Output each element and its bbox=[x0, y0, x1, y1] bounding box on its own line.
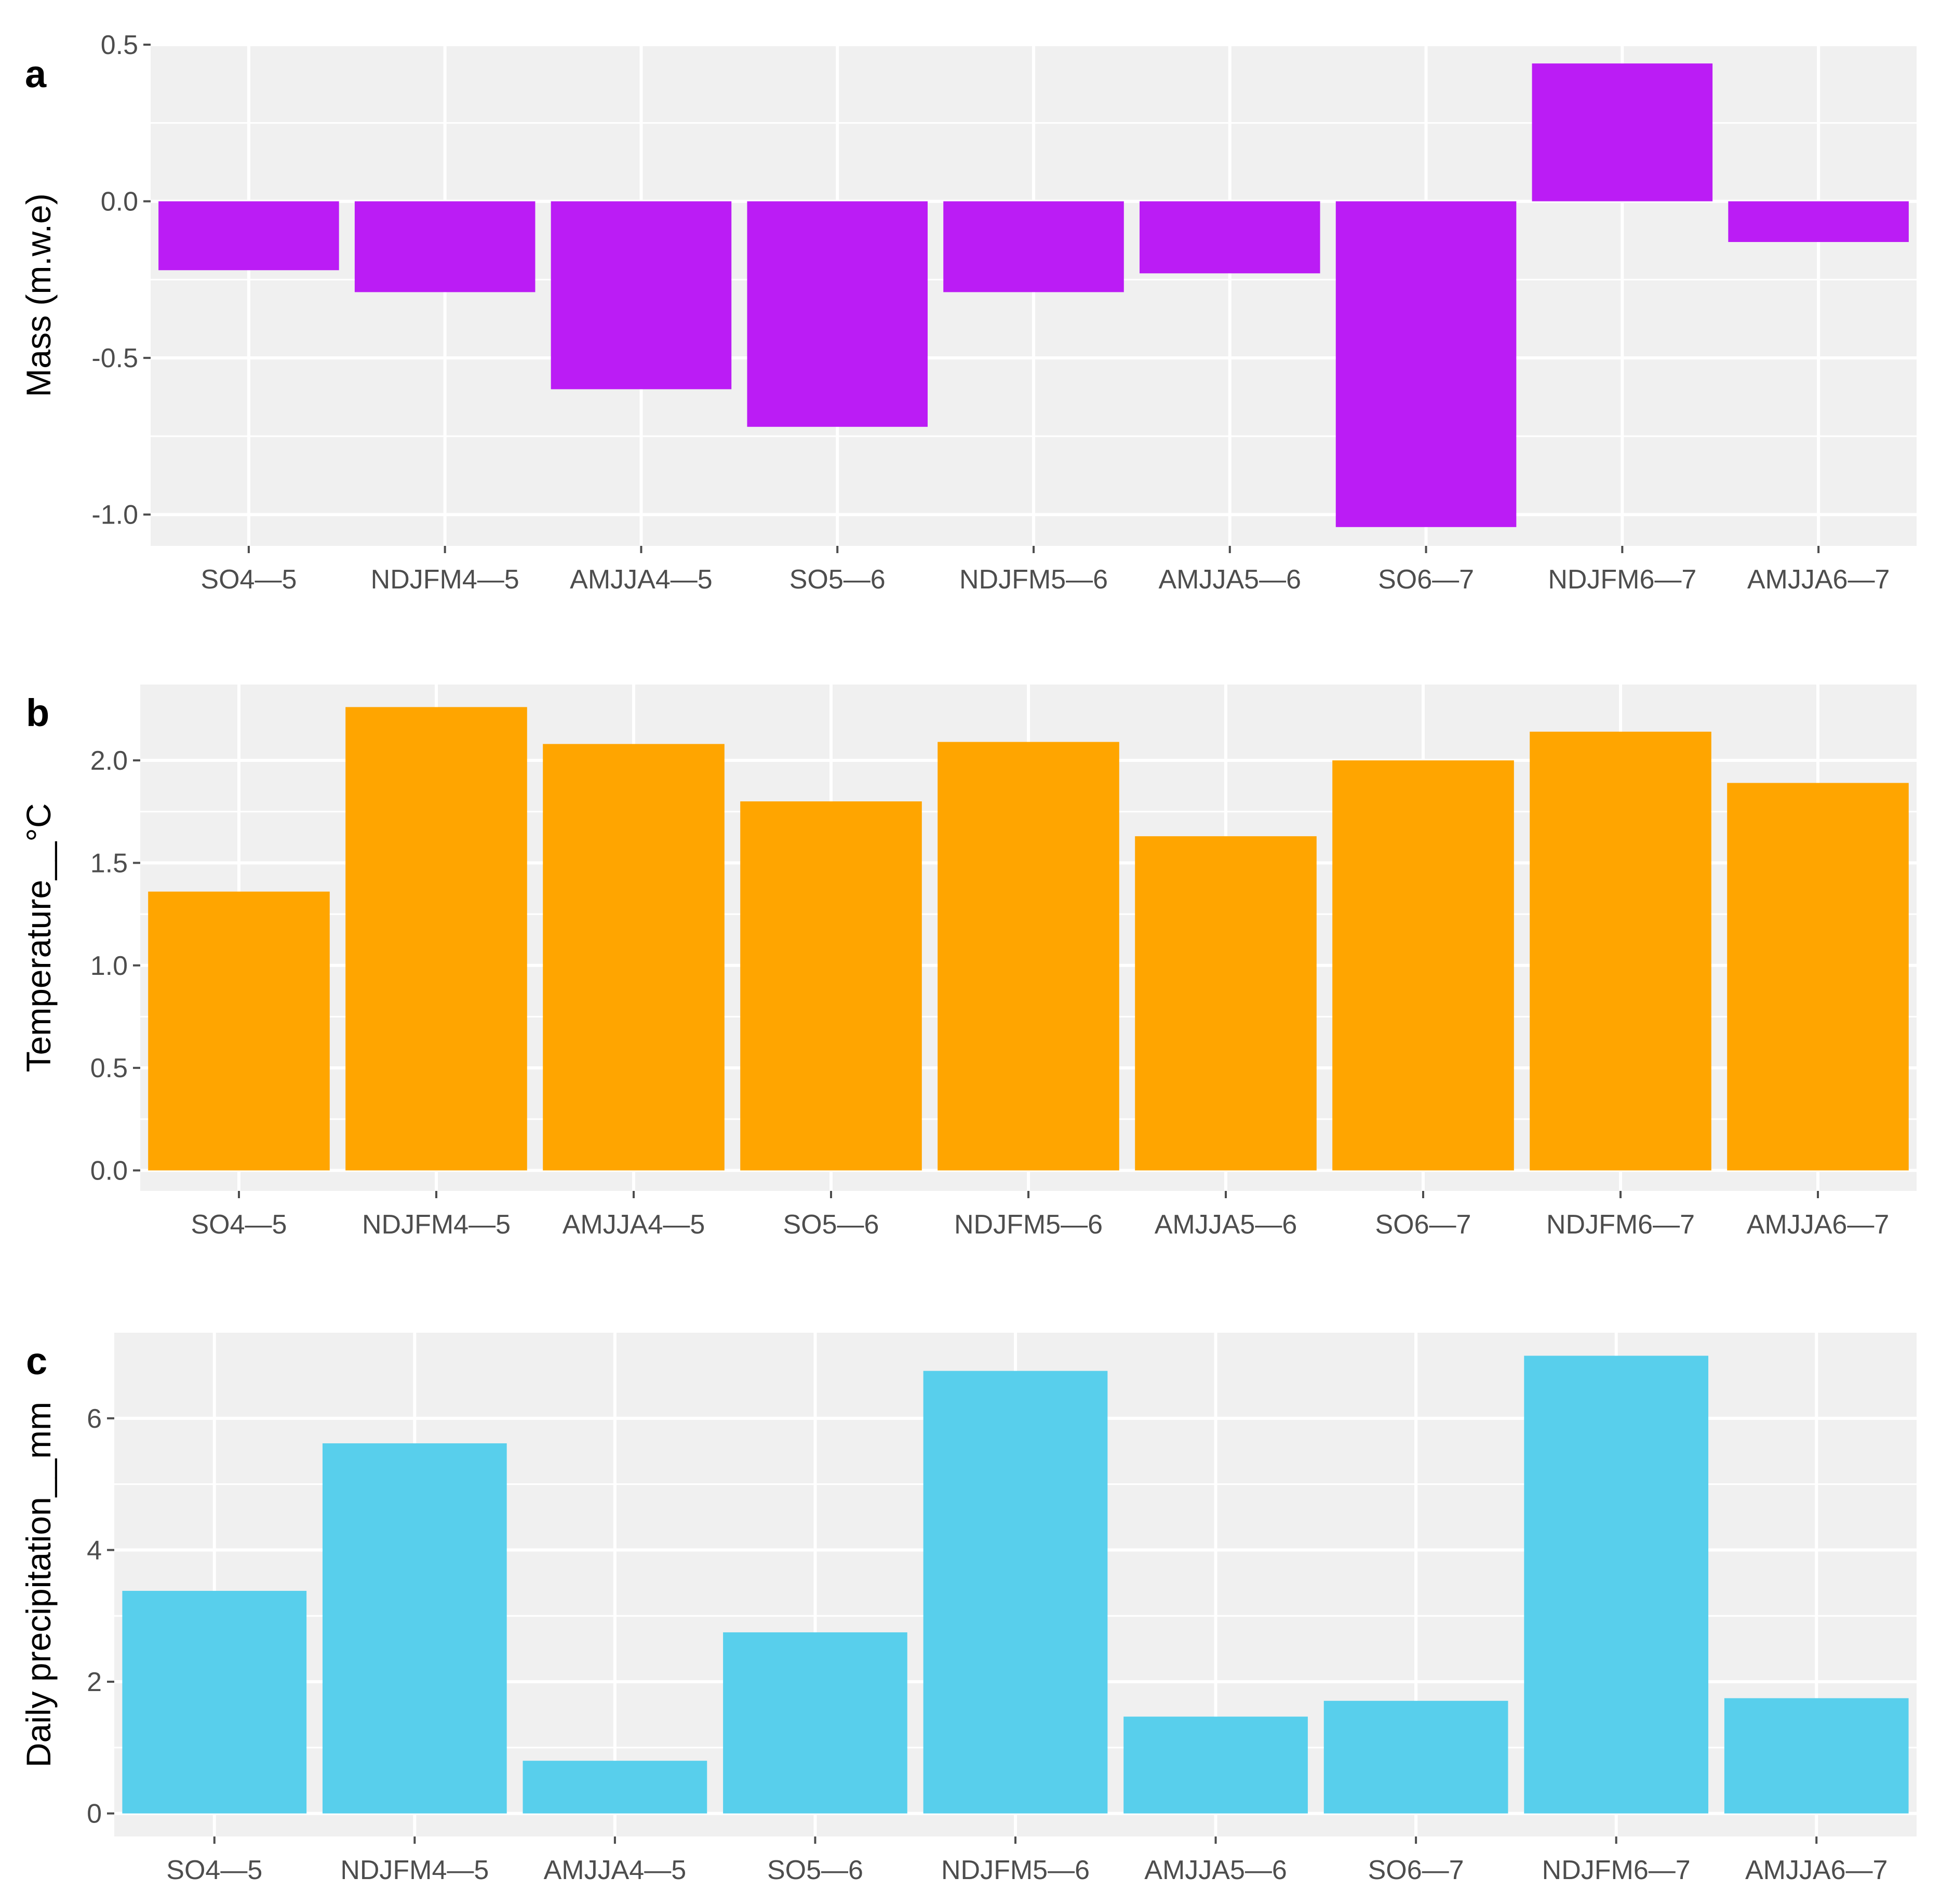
bar-2 bbox=[345, 707, 527, 1171]
x-tick-label: SO5—6 bbox=[767, 1855, 863, 1885]
y-tick-label: -1.0 bbox=[91, 500, 138, 530]
bar-9 bbox=[1728, 201, 1909, 242]
bar-3 bbox=[543, 744, 725, 1171]
y-tick-label: 2.0 bbox=[90, 746, 128, 776]
x-tick-label: NDJFM5—6 bbox=[959, 565, 1108, 595]
x-tick-label: NDJFM5—6 bbox=[954, 1210, 1103, 1240]
bar-1 bbox=[148, 891, 330, 1171]
y-axis-label: Temperature__°C bbox=[19, 803, 58, 1072]
bar-1 bbox=[158, 201, 339, 271]
bar-4 bbox=[747, 201, 928, 427]
y-tick-label: 0.0 bbox=[90, 1156, 128, 1186]
bar-7 bbox=[1332, 760, 1514, 1171]
bar-8 bbox=[1532, 63, 1713, 202]
x-tick-label: AMJJA4—5 bbox=[544, 1855, 687, 1885]
y-tick-label: 4 bbox=[87, 1535, 102, 1565]
x-tick-label: NDJFM4—5 bbox=[362, 1210, 511, 1240]
bar-8 bbox=[1524, 1356, 1709, 1814]
x-tick-label: AMJJA6—7 bbox=[1745, 1855, 1888, 1885]
x-tick-label: NDJFM5—6 bbox=[941, 1855, 1090, 1885]
bar-1 bbox=[122, 1591, 307, 1814]
x-tick-label: NDJFM6—7 bbox=[1542, 1855, 1691, 1885]
bar-9 bbox=[1724, 1698, 1909, 1814]
y-tick-label: 1.5 bbox=[90, 848, 128, 878]
x-tick-label: SO6—7 bbox=[1368, 1855, 1464, 1885]
y-axis-label: Mass (m.w.e) bbox=[19, 193, 58, 397]
x-tick-label: SO6—7 bbox=[1375, 1210, 1471, 1240]
bar-6 bbox=[1135, 836, 1317, 1171]
x-tick-label: SO4—5 bbox=[200, 565, 297, 595]
x-tick-label: AMJJA4—5 bbox=[570, 565, 713, 595]
bar-5 bbox=[943, 201, 1124, 292]
bar-2 bbox=[322, 1443, 507, 1814]
panel-a-mass-chart: -1.0 -0.5 0.0 0.5 SO4—5 NDJFM4—5 AMJJA4—5 SO5—6… bbox=[19, 30, 1917, 595]
bar-3 bbox=[551, 201, 732, 390]
y-tick-label: 0.0 bbox=[101, 187, 138, 217]
bar-7 bbox=[1323, 1700, 1508, 1814]
bar-2 bbox=[354, 201, 536, 292]
bar-4 bbox=[740, 801, 922, 1171]
bar-5 bbox=[923, 1371, 1108, 1814]
y-tick-label: 0 bbox=[87, 1799, 102, 1829]
y-tick-label: 1.0 bbox=[90, 951, 128, 981]
x-tick-label: NDJFM4—5 bbox=[340, 1855, 489, 1885]
bar-9 bbox=[1727, 783, 1909, 1171]
x-tick-label: SO5—6 bbox=[789, 565, 886, 595]
bar-3 bbox=[523, 1761, 707, 1814]
panel-letter: b bbox=[26, 691, 49, 734]
bar-4 bbox=[723, 1632, 907, 1814]
bar-8 bbox=[1530, 731, 1711, 1171]
x-tick-label: SO4—5 bbox=[191, 1210, 287, 1240]
y-tick-label: 0.5 bbox=[101, 30, 138, 60]
panel-letter: a bbox=[25, 52, 47, 96]
x-tick-label: NDJFM6—7 bbox=[1546, 1210, 1695, 1240]
panel-b-temperature-chart: 0.0 0.5 1.0 1.5 2.0 SO4—5 NDJFM4—5 AMJJA4—5 SO5—… bbox=[19, 685, 1917, 1240]
bar-6 bbox=[1140, 201, 1320, 274]
y-axis-label: Daily precipitation__mm bbox=[19, 1402, 58, 1767]
y-tick-label: 2 bbox=[87, 1667, 102, 1697]
bar-6 bbox=[1123, 1717, 1308, 1814]
x-tick-label: AMJJA5—6 bbox=[1144, 1855, 1287, 1885]
x-tick-label: SO6—7 bbox=[1378, 565, 1474, 595]
x-tick-label: SO4—5 bbox=[166, 1855, 262, 1885]
y-tick-label: -0.5 bbox=[91, 343, 138, 373]
bar-7 bbox=[1335, 201, 1517, 527]
x-tick-label: SO5—6 bbox=[783, 1210, 879, 1240]
y-tick-label: 6 bbox=[87, 1404, 102, 1434]
x-tick-label: AMJJA6—7 bbox=[1747, 565, 1890, 595]
x-tick-label: AMJJA4—5 bbox=[563, 1210, 705, 1240]
x-tick-label: NDJFM4—5 bbox=[371, 565, 519, 595]
x-tick-label: AMJJA6—7 bbox=[1747, 1210, 1890, 1240]
x-tick-label: NDJFM6—7 bbox=[1548, 565, 1696, 595]
panel-letter: c bbox=[26, 1339, 47, 1383]
panel-c-precipitation-chart: 0 2 4 6 SO4—5 NDJFM4—5 AMJJA4—5 SO5—6 NDJFM5—6 AM… bbox=[19, 1333, 1917, 1885]
x-tick-label: AMJJA5—6 bbox=[1155, 1210, 1297, 1240]
x-tick-label: AMJJA5—6 bbox=[1159, 565, 1302, 595]
bar-5 bbox=[938, 742, 1119, 1171]
y-tick-label: 0.5 bbox=[90, 1053, 128, 1083]
